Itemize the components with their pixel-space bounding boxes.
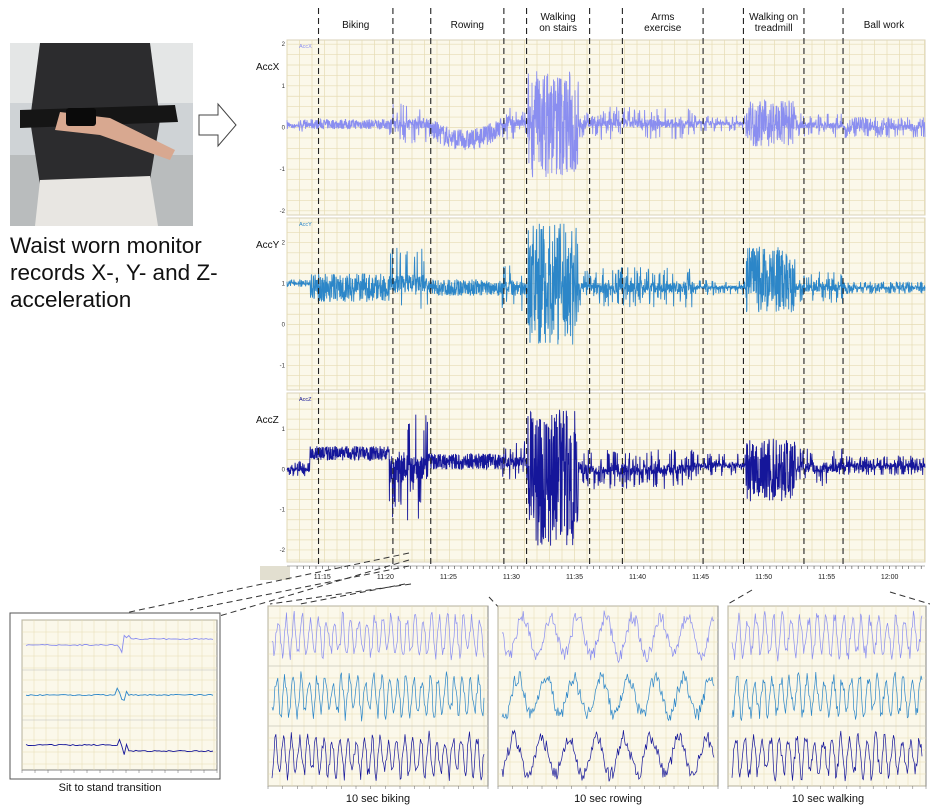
sit-to-stand-caption: Sit to stand transition (58, 782, 162, 794)
inset-10-sec-rowing (497, 605, 719, 789)
main-acceleration-chart: 2 1 0 -1 -2 AccX AccX 2 1 0 -1 AccY AccY 1 0 -1 -2 AccZ Ac… (256, 8, 926, 581)
x-tick-label: 11:50 (755, 574, 772, 581)
x-tick-label: 11:30 (503, 574, 520, 581)
y-tick-label: -1 (280, 508, 286, 514)
x-tick-label: 11:20 (377, 574, 394, 581)
waist-monitor-photo (10, 43, 193, 226)
activity-label: Ball work (864, 20, 906, 31)
activity-label: Rowing (451, 20, 484, 31)
legend-accz: AccZ (299, 397, 312, 403)
y-tick-label: 1 (282, 282, 286, 288)
inset-charts (9, 605, 927, 789)
walking-caption: 10 sec walking (791, 793, 865, 805)
series-line-accz (286, 409, 926, 546)
x-tick-label: 11:25 (440, 574, 457, 581)
x-tick-label: 12:00 (881, 574, 899, 581)
y-tick-label: 0 (282, 126, 286, 132)
series-label-accy: AccY (256, 240, 280, 251)
x-tick-label: 11:55 (818, 574, 835, 581)
activity-label: Biking (342, 20, 369, 31)
y-tick-label: 0 (282, 467, 286, 473)
y-tick-label: 1 (282, 427, 286, 433)
zoom-connectors (105, 552, 930, 618)
y-tick-label: 0 (282, 322, 286, 328)
series-label-accx: AccX (256, 62, 280, 73)
inset-sit-to-stand (21, 619, 218, 773)
activity-label: Walking on stairs (539, 12, 577, 34)
x-tick-label: 11:45 (692, 574, 709, 581)
waist-monitor-caption: Waist worn monitor records X-, Y- and Z-… (10, 233, 218, 312)
x-tick-label: 11:15 (314, 574, 331, 581)
activity-label: Walking on treadmill (749, 12, 798, 34)
legend-accy: AccY (299, 222, 312, 228)
y-tick-label: -2 (280, 548, 286, 554)
inset-10-sec-biking (267, 605, 489, 789)
biking-caption: 10 sec biking (345, 793, 411, 805)
x-tick-label: 11:40 (629, 574, 646, 581)
arrow-icon (198, 102, 237, 148)
y-tick-label: 2 (282, 241, 286, 247)
activity-label: Arms exercise (644, 12, 682, 34)
legend-accx: AccX (299, 44, 312, 50)
y-tick-label: -1 (280, 363, 286, 369)
rowing-caption: 10 sec rowing (574, 793, 642, 805)
y-tick-label: -2 (280, 209, 286, 215)
y-tick-label: 2 (282, 42, 286, 48)
y-tick-label: 1 (282, 84, 286, 90)
panel-accz (286, 392, 926, 563)
series-line-accx (286, 71, 926, 178)
inset-10-sec-walking (727, 605, 927, 789)
series-label-accz: AccZ (256, 415, 279, 426)
y-tick-label: -1 (280, 167, 286, 173)
x-tick-label: 11:35 (566, 574, 583, 581)
